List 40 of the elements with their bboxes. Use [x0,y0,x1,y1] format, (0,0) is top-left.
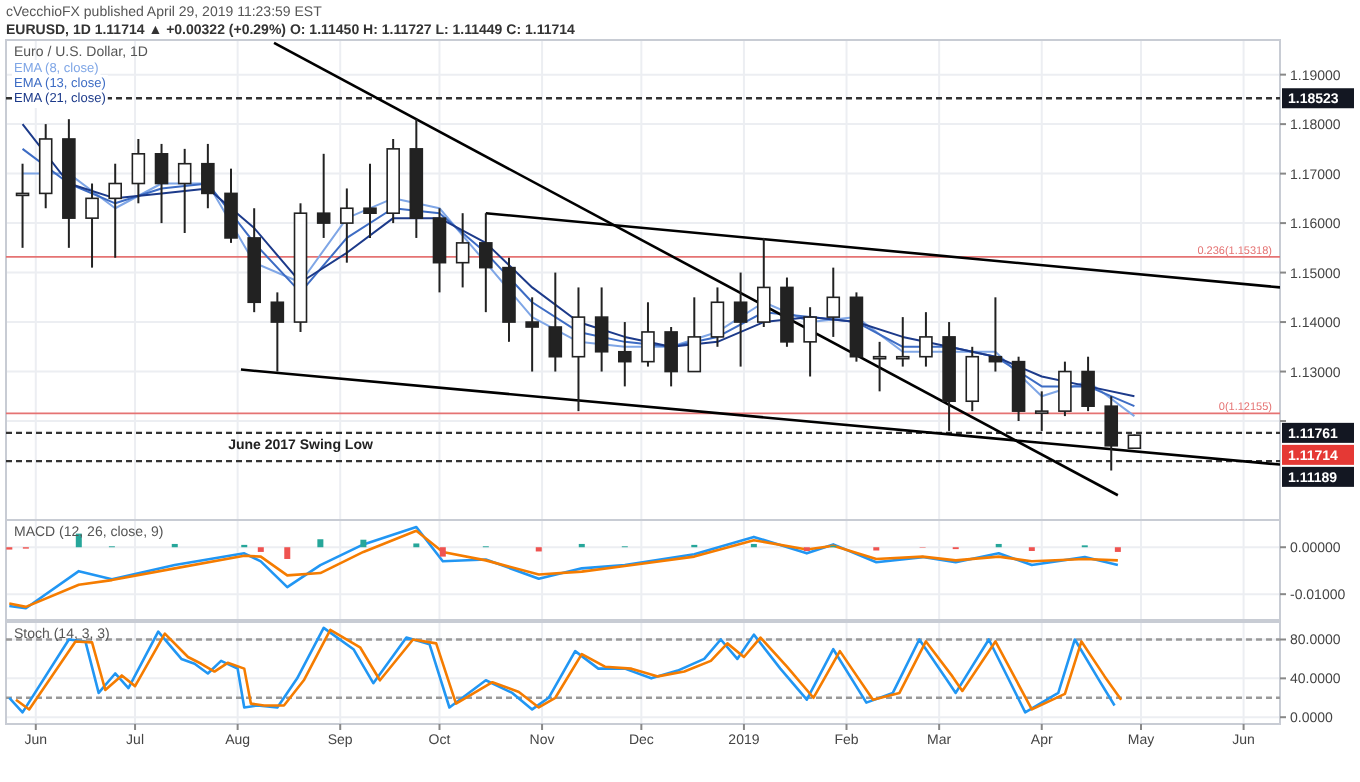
candlestick [85,182,99,269]
candlestick [1034,390,1049,432]
candlestick [919,311,933,368]
candlestick [571,286,586,413]
candlestick [895,316,910,368]
candlestick [201,142,215,210]
candlestick [316,152,331,239]
candlestick [131,137,146,205]
candlestick [154,142,169,225]
candlestick [525,296,539,373]
candlestick [224,167,238,244]
candlestick [108,162,122,259]
candlestick [733,271,748,368]
bar [284,547,291,559]
candlestick [988,296,1003,373]
candlestick [455,212,470,289]
candlestick [363,162,377,239]
candlestick [177,147,192,234]
candlestick [270,291,285,373]
candlestick [710,286,725,348]
candlestick [641,301,655,368]
candlestick [548,271,563,373]
bar [439,547,446,557]
candlestick [872,340,887,393]
bar [317,539,324,548]
candlestick [826,266,841,338]
candlestick [340,187,354,264]
candlestick [594,286,609,373]
candlestick [479,212,493,314]
candlestick [965,345,980,413]
candlestick [1058,360,1072,418]
bar [360,539,367,548]
candlestick [618,321,632,388]
candlestick [756,236,771,329]
candlestick [1104,395,1119,472]
candlestick [687,296,702,373]
candlestick [1081,355,1095,413]
candlestick [432,207,447,294]
candlestick [664,326,678,388]
candlestick [803,306,817,378]
